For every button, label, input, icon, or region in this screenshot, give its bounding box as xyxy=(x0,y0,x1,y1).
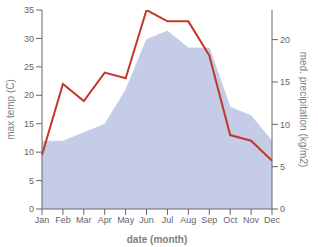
svg-text:med. precipitation (kg/m2): med. precipitation (kg/m2) xyxy=(298,52,309,168)
svg-text:Apr: Apr xyxy=(98,215,112,225)
svg-text:25: 25 xyxy=(24,62,34,72)
svg-text:Jan: Jan xyxy=(35,215,50,225)
svg-text:Mar: Mar xyxy=(76,215,92,225)
svg-text:Sep: Sep xyxy=(201,215,217,225)
svg-text:Jun: Jun xyxy=(139,215,154,225)
svg-text:30: 30 xyxy=(24,34,34,44)
svg-text:10: 10 xyxy=(24,147,34,157)
svg-text:35: 35 xyxy=(24,5,34,15)
svg-text:15: 15 xyxy=(280,77,290,87)
svg-text:0: 0 xyxy=(280,204,285,214)
svg-text:Jul: Jul xyxy=(162,215,174,225)
svg-text:10: 10 xyxy=(280,120,290,130)
svg-text:Oct: Oct xyxy=(223,215,238,225)
svg-text:15: 15 xyxy=(24,119,34,129)
svg-text:date (month): date (month) xyxy=(127,234,188,245)
svg-text:Nov: Nov xyxy=(243,215,260,225)
svg-text:Feb: Feb xyxy=(55,215,71,225)
svg-text:20: 20 xyxy=(24,90,34,100)
svg-text:5: 5 xyxy=(280,162,285,172)
svg-text:0: 0 xyxy=(29,204,34,214)
svg-text:5: 5 xyxy=(29,176,34,186)
svg-text:Dec: Dec xyxy=(264,215,281,225)
svg-text:May: May xyxy=(117,215,135,225)
svg-text:Aug: Aug xyxy=(180,215,196,225)
svg-text:20: 20 xyxy=(280,35,290,45)
svg-text:max temp (C): max temp (C) xyxy=(8,79,16,140)
